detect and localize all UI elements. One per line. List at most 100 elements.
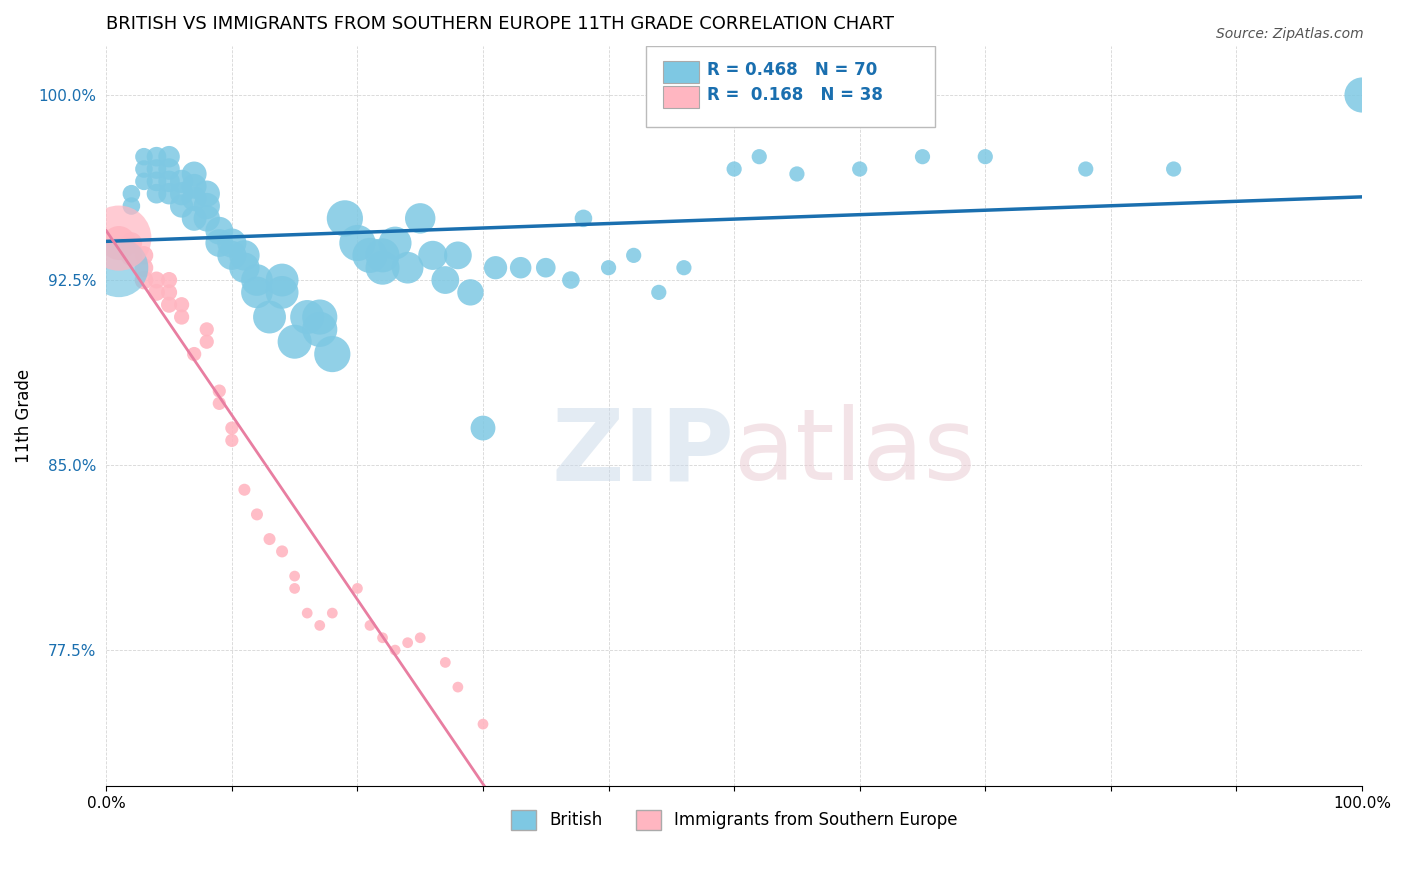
Point bbox=[333, 211, 356, 226]
Point bbox=[221, 421, 243, 435]
Point bbox=[157, 150, 180, 164]
Point bbox=[145, 150, 167, 164]
Point bbox=[108, 231, 131, 245]
Point bbox=[120, 235, 142, 250]
Text: R = 0.468   N = 70: R = 0.468 N = 70 bbox=[706, 61, 877, 79]
Point bbox=[195, 322, 218, 336]
Point bbox=[271, 273, 294, 287]
Point bbox=[598, 260, 620, 275]
Point bbox=[208, 384, 231, 398]
Point bbox=[195, 199, 218, 213]
Point bbox=[170, 174, 193, 188]
Point bbox=[284, 334, 307, 349]
Point bbox=[295, 606, 318, 620]
Point bbox=[195, 186, 218, 201]
Point bbox=[170, 186, 193, 201]
Point bbox=[384, 235, 406, 250]
Point bbox=[1074, 161, 1097, 176]
Point bbox=[509, 260, 531, 275]
Point bbox=[308, 322, 330, 336]
FancyBboxPatch shape bbox=[662, 62, 699, 83]
Point bbox=[848, 161, 870, 176]
Point bbox=[120, 248, 142, 262]
Point bbox=[246, 285, 269, 300]
Point bbox=[259, 310, 281, 324]
Point bbox=[409, 211, 432, 226]
Point bbox=[145, 273, 167, 287]
FancyBboxPatch shape bbox=[647, 45, 935, 127]
Point bbox=[221, 235, 243, 250]
Point bbox=[346, 235, 368, 250]
Point bbox=[157, 285, 180, 300]
Point bbox=[183, 211, 205, 226]
Point bbox=[157, 298, 180, 312]
Point bbox=[396, 636, 419, 650]
Point bbox=[460, 285, 482, 300]
Point bbox=[308, 310, 330, 324]
Point bbox=[195, 334, 218, 349]
Point bbox=[233, 248, 256, 262]
Point bbox=[157, 273, 180, 287]
Point bbox=[560, 273, 582, 287]
Point bbox=[786, 167, 808, 181]
Point bbox=[120, 199, 142, 213]
Point bbox=[132, 161, 155, 176]
Point bbox=[359, 618, 381, 632]
FancyBboxPatch shape bbox=[662, 87, 699, 108]
Point bbox=[271, 285, 294, 300]
Point bbox=[434, 656, 457, 670]
Text: atlas: atlas bbox=[734, 404, 976, 501]
Point bbox=[259, 532, 281, 546]
Point bbox=[422, 248, 444, 262]
Point bbox=[321, 606, 343, 620]
Point bbox=[409, 631, 432, 645]
Point bbox=[132, 150, 155, 164]
Point bbox=[321, 347, 343, 361]
Point bbox=[1163, 161, 1185, 176]
Point bbox=[648, 285, 671, 300]
Point bbox=[748, 150, 770, 164]
Point bbox=[484, 260, 506, 275]
Text: ZIP: ZIP bbox=[551, 404, 734, 501]
Point bbox=[145, 186, 167, 201]
Point bbox=[132, 174, 155, 188]
Point bbox=[384, 643, 406, 657]
Point bbox=[132, 260, 155, 275]
Legend: British, Immigrants from Southern Europe: British, Immigrants from Southern Europe bbox=[505, 803, 965, 837]
Point bbox=[572, 211, 595, 226]
Point bbox=[284, 582, 307, 596]
Point bbox=[170, 298, 193, 312]
Point bbox=[447, 680, 470, 694]
Point bbox=[271, 544, 294, 558]
Point bbox=[170, 199, 193, 213]
Text: BRITISH VS IMMIGRANTS FROM SOUTHERN EUROPE 11TH GRADE CORRELATION CHART: BRITISH VS IMMIGRANTS FROM SOUTHERN EURO… bbox=[107, 15, 894, 33]
Point bbox=[145, 161, 167, 176]
Point bbox=[371, 248, 394, 262]
Point bbox=[1351, 88, 1374, 103]
Point bbox=[183, 192, 205, 206]
Point bbox=[108, 260, 131, 275]
Point bbox=[346, 582, 368, 596]
Point bbox=[472, 717, 495, 731]
Point bbox=[157, 161, 180, 176]
Point bbox=[221, 248, 243, 262]
Point bbox=[208, 396, 231, 410]
Point bbox=[195, 211, 218, 226]
Point bbox=[233, 483, 256, 497]
Point bbox=[447, 248, 470, 262]
Text: Source: ZipAtlas.com: Source: ZipAtlas.com bbox=[1216, 27, 1364, 41]
Point bbox=[246, 508, 269, 522]
Point bbox=[246, 273, 269, 287]
Point bbox=[233, 260, 256, 275]
Point bbox=[157, 186, 180, 201]
Point bbox=[472, 421, 495, 435]
Point bbox=[911, 150, 934, 164]
Point bbox=[308, 618, 330, 632]
Point bbox=[183, 347, 205, 361]
Point bbox=[208, 235, 231, 250]
Point bbox=[157, 174, 180, 188]
Point bbox=[672, 260, 695, 275]
Point bbox=[623, 248, 645, 262]
Point bbox=[359, 248, 381, 262]
Point bbox=[132, 273, 155, 287]
